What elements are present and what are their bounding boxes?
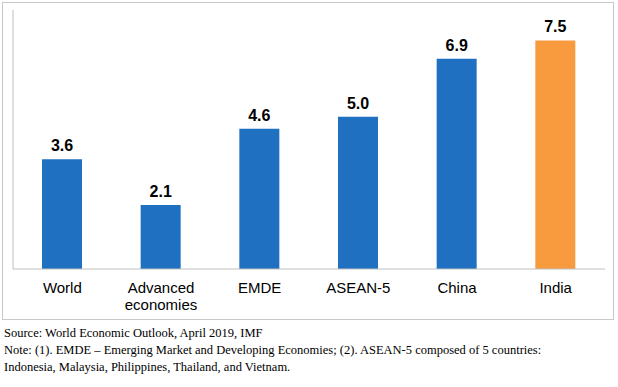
svg-text:Advanced: Advanced <box>128 279 195 296</box>
svg-text:ASEAN-5: ASEAN-5 <box>326 279 390 296</box>
svg-text:World: World <box>43 279 82 296</box>
svg-text:3.6: 3.6 <box>51 137 73 154</box>
svg-text:China: China <box>437 279 477 296</box>
svg-text:EMDE: EMDE <box>238 279 281 296</box>
svg-text:India: India <box>539 279 572 296</box>
svg-text:4.6: 4.6 <box>248 107 270 124</box>
html-text:Note: (1). EMDE – Emerging Mar: Note: (1). EMDE – Emerging Market and De… <box>4 343 542 357</box>
svg-text:7.5: 7.5 <box>544 18 566 35</box>
svg-text:5.0: 5.0 <box>347 95 369 112</box>
svg-text:economies: economies <box>125 296 198 313</box>
svg-text:6.9: 6.9 <box>446 37 468 54</box>
html-text:Indonesia, Malaysia, Philippin: Indonesia, Malaysia, Philippines, Thaila… <box>4 360 291 374</box>
svg-text:2.1: 2.1 <box>150 183 172 200</box>
html-text:Source: World Economic Outlook: Source: World Economic Outlook, April 20… <box>4 326 263 340</box>
